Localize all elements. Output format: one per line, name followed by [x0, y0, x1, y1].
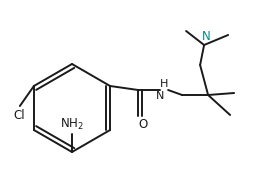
Text: N: N: [202, 30, 211, 43]
Text: H: H: [160, 79, 168, 89]
Text: Cl: Cl: [13, 109, 25, 122]
Text: NH$_2$: NH$_2$: [60, 117, 84, 132]
Text: O: O: [138, 118, 148, 131]
Text: N: N: [156, 91, 164, 101]
